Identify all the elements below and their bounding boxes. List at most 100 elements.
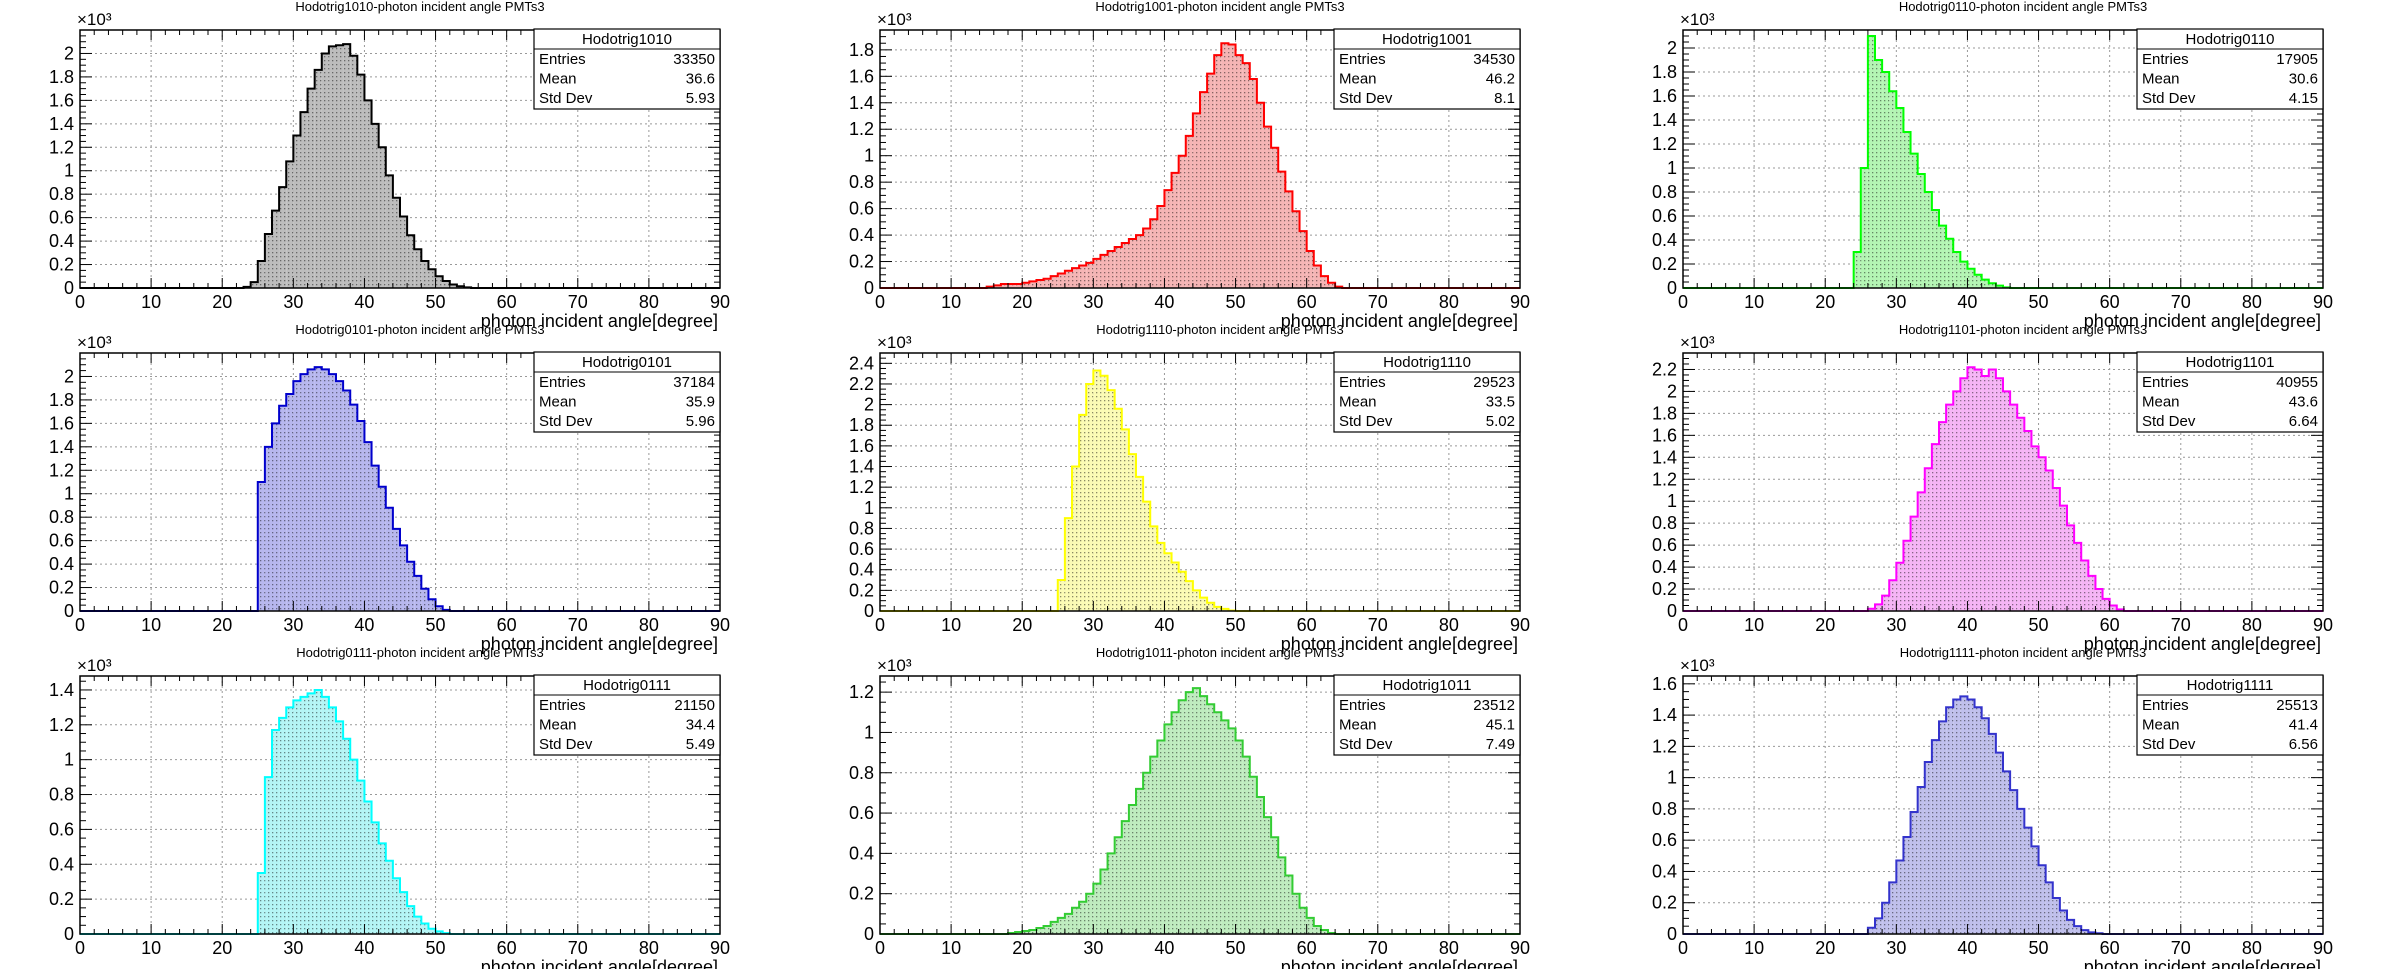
histogram-bin-hatch	[279, 187, 287, 288]
histogram-bin-hatch	[1136, 788, 1144, 934]
x-tick-label: 10	[141, 615, 161, 635]
x-tick-label: 40	[1154, 615, 1174, 635]
histogram-bin-hatch	[1256, 102, 1264, 289]
stats-value: 5.93	[686, 90, 715, 107]
y-tick-label: 1	[1667, 158, 1677, 178]
y-tick-label: 0.6	[49, 819, 74, 839]
stats-histogram-name: Hodotrig1101	[2186, 354, 2275, 371]
x-tick-label: 30	[283, 615, 303, 635]
histogram-bin-hatch	[1057, 273, 1065, 288]
histogram-bin-hatch	[1882, 72, 1890, 288]
stats-label: Entries	[2142, 51, 2189, 68]
histogram-bin-hatch	[1143, 501, 1151, 611]
histogram-bin-hatch	[2024, 430, 2032, 611]
histogram-bin-hatch	[2031, 446, 2039, 611]
histogram-bin-hatch	[343, 390, 351, 611]
histogram-bin-hatch	[1242, 756, 1250, 934]
stats-histogram-name: Hodotrig0101	[582, 354, 672, 371]
x-tick-label: 0	[75, 938, 85, 958]
stats-value: 34530	[1473, 51, 1515, 68]
histogram-bin-hatch	[1000, 284, 1008, 288]
histogram-bin-hatch	[1889, 580, 1897, 611]
histogram-bin-hatch	[272, 423, 280, 611]
histogram-bin-hatch	[400, 216, 408, 288]
stats-histogram-name: Hodotrig0111	[583, 677, 671, 694]
y-tick-label: 1.6	[1652, 674, 1677, 694]
x-tick-label: 60	[497, 938, 517, 958]
histogram-bin-hatch	[1278, 857, 1286, 934]
x-tick-label: 0	[875, 938, 885, 958]
x-tick-label: 60	[1297, 292, 1317, 312]
histogram-bin-hatch	[2031, 846, 2039, 934]
panel-title: Hodotrig1011-photon incident angle PMTs3	[1096, 645, 1344, 660]
stats-label: Std Dev	[539, 90, 593, 107]
histogram-bin-hatch	[1100, 869, 1108, 934]
histogram-bin-hatch	[1917, 492, 1925, 611]
stats-label: Mean	[2142, 71, 2180, 88]
x-tick-label: 70	[568, 615, 588, 635]
x-tick-label: 10	[141, 292, 161, 312]
y-tick-label: 0	[1667, 601, 1677, 621]
stats-label: Mean	[539, 394, 577, 411]
y-tick-label: 0.2	[849, 884, 874, 904]
stats-value: 46.2	[1486, 71, 1515, 88]
y-tick-label: 1.2	[49, 460, 74, 480]
y-tick-label: 0.6	[1652, 206, 1677, 226]
y-tick-label: 0.6	[849, 199, 874, 219]
stats-histogram-name: Hodotrig1011	[1383, 677, 1472, 694]
histogram-bin-hatch	[1278, 171, 1286, 288]
histogram-bin-hatch	[1867, 608, 1875, 611]
histogram-bin-hatch	[1931, 444, 1939, 611]
y-exponent-label: ×10³	[877, 656, 912, 675]
y-tick-label: 1.2	[849, 682, 874, 702]
histogram-bin-hatch	[257, 482, 265, 611]
x-tick-label: 40	[1957, 938, 1977, 958]
y-tick-label: 0	[864, 924, 874, 944]
stats-value: 45.1	[1486, 717, 1515, 734]
histogram-panel: 0 10 20 30 40 50 60 70 80 90 0 0.2 0.4 0.6 0.8 1 1.2 1.4×…	[49, 645, 730, 969]
histogram-bin-hatch	[2010, 404, 2018, 611]
histogram-bin-hatch	[1967, 699, 1975, 934]
x-tick-label: 50	[1226, 938, 1246, 958]
y-tick-label: 0.4	[849, 560, 874, 580]
stats-label: Entries	[539, 374, 586, 391]
stats-value: 8.1	[1494, 90, 1515, 107]
histogram-bin-hatch	[1903, 132, 1911, 288]
histogram-bin-hatch	[2059, 505, 2067, 611]
histogram-bin-hatch	[1320, 929, 1328, 934]
stats-label: Std Dev	[2142, 413, 2196, 430]
stats-value: 5.96	[686, 413, 715, 430]
histogram-bin-hatch	[435, 276, 443, 288]
x-tick-label: 30	[283, 292, 303, 312]
x-tick-label: 60	[2100, 292, 2120, 312]
histogram-bin-hatch	[1292, 211, 1300, 288]
y-tick-label: 0.8	[1652, 799, 1677, 819]
y-tick-label: 1.4	[49, 114, 74, 134]
histogram-bin-hatch	[279, 405, 287, 611]
histogram-bin-hatch	[357, 74, 365, 289]
histogram-bin-hatch	[336, 381, 344, 611]
histogram-bin-hatch	[1967, 268, 1975, 288]
y-tick-label: 0.4	[49, 554, 74, 574]
x-tick-label: 90	[1510, 292, 1530, 312]
histogram-bin-hatch	[392, 197, 400, 288]
histogram-bin-hatch	[1150, 526, 1158, 611]
histogram-bin-hatch	[328, 707, 336, 934]
histogram-bin-hatch	[2017, 417, 2025, 611]
stats-label: Std Dev	[1339, 90, 1393, 107]
stats-label: Std Dev	[1339, 736, 1393, 753]
y-tick-label: 1.2	[1652, 134, 1677, 154]
x-tick-label: 10	[941, 938, 961, 958]
x-tick-label: 80	[1439, 615, 1459, 635]
histogram-bin-hatch	[435, 931, 443, 934]
x-tick-label: 40	[354, 615, 374, 635]
y-tick-label: 0.6	[849, 803, 874, 823]
x-tick-label: 0	[875, 615, 885, 635]
y-tick-label: 1.4	[1652, 447, 1677, 467]
y-tick-label: 0.4	[1652, 230, 1677, 250]
x-axis-label: photon incident angle[degree]	[1281, 634, 1518, 654]
histogram-bin-hatch	[1128, 454, 1136, 611]
histogram-bin-hatch	[1974, 274, 1982, 288]
y-tick-label: 0.4	[1652, 861, 1677, 881]
histogram-bin-hatch	[1029, 929, 1037, 934]
